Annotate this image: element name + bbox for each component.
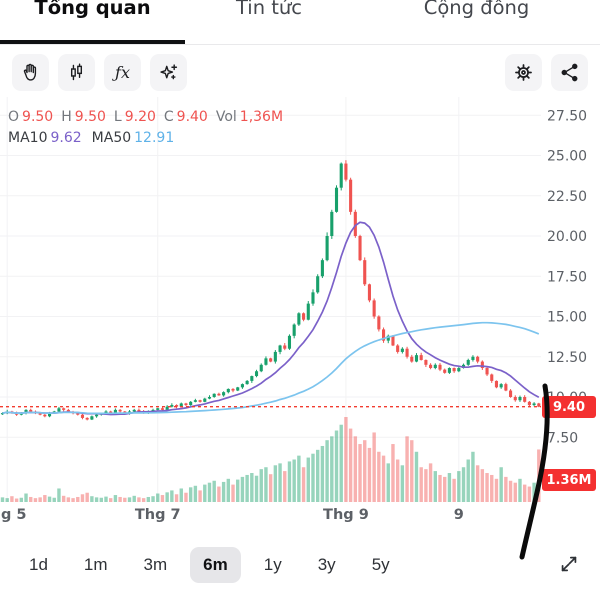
close-value: 9.40 <box>176 109 208 125</box>
close-label: C <box>163 109 174 125</box>
open-value: 9.50 <box>22 109 54 125</box>
high-label: H <box>61 109 72 125</box>
ohlc-line: O 9.50 H 9.50 L 9.20 C 9.40 Vol 1,36M <box>8 107 291 128</box>
svg-text:g 5: g 5 <box>1 507 27 523</box>
range-3m-button[interactable]: 3m <box>131 547 181 583</box>
svg-text:25.00: 25.00 <box>547 149 587 165</box>
tab-community[interactable]: Cộng đồng <box>353 0 600 44</box>
range-selector: 1d 1m 3m 6m 1y 3y 5y <box>0 547 600 583</box>
volume-label: Vol <box>215 109 237 125</box>
ma10-label: MA10 <box>8 130 48 146</box>
tab-news-label: Tin tức <box>235 0 302 19</box>
high-value: 9.50 <box>74 109 106 125</box>
settings-button[interactable] <box>505 53 542 91</box>
candlestick-chart-canvas[interactable]: 27.5025.0022.5020.0017.5015.0012.5010.00… <box>0 97 600 527</box>
svg-text:27.50: 27.50 <box>547 108 587 124</box>
expand-icon <box>558 556 580 578</box>
low-value: 9.20 <box>124 109 156 125</box>
current-price-badge: 9.40 <box>542 396 596 418</box>
sparkle-icon <box>158 62 179 83</box>
chart-toolbar: ƒx <box>0 45 600 97</box>
hand-icon <box>20 62 41 83</box>
range-3y-button[interactable]: 3y <box>305 547 349 583</box>
ohlc-legend: O 9.50 H 9.50 L 9.20 C 9.40 Vol 1,36M MA10 9.62 MA5… <box>8 107 291 149</box>
range-1m-button[interactable]: 1m <box>71 547 121 583</box>
range-1y-button[interactable]: 1y <box>251 547 295 583</box>
candlestick-icon <box>66 62 87 83</box>
tab-overview-label: Tổng quan <box>34 0 151 19</box>
price-chart[interactable]: 27.5025.0022.5020.0017.5015.0012.5010.00… <box>0 97 600 527</box>
indicators-button[interactable]: ƒx <box>104 53 141 91</box>
svg-text:Thg 9: Thg 9 <box>323 507 369 523</box>
svg-text:15.00: 15.00 <box>547 310 587 326</box>
ma50-label: MA50 <box>91 130 132 146</box>
top-tab-bar: Tổng quan Tin tức Cộng đồng <box>0 0 600 45</box>
magic-tools-button[interactable] <box>150 53 187 91</box>
svg-text:7.50: 7.50 <box>547 430 578 446</box>
range-5y-button[interactable]: 5y <box>359 547 403 583</box>
tab-community-label: Cộng đồng <box>423 0 530 19</box>
svg-text:20.00: 20.00 <box>547 229 587 245</box>
ma10-value: 9.62 <box>50 130 82 146</box>
open-label: O <box>8 109 20 125</box>
svg-text:9: 9 <box>454 507 464 523</box>
share-button[interactable] <box>551 53 588 91</box>
fullscreen-button[interactable] <box>554 549 584 582</box>
range-1d-button[interactable]: 1d <box>16 547 61 583</box>
ma-line: MA10 9.62 MA50 12.91 <box>8 128 291 149</box>
tab-news[interactable]: Tin tức <box>185 0 353 44</box>
svg-text:22.50: 22.50 <box>547 189 587 205</box>
ma50-value: 12.91 <box>134 130 175 146</box>
low-label: L <box>113 109 122 125</box>
svg-text:12.50: 12.50 <box>547 350 587 366</box>
tab-overview[interactable]: Tổng quan <box>0 0 185 44</box>
volume-value: 1,36M <box>239 109 284 125</box>
range-6m-button[interactable]: 6m <box>190 547 241 583</box>
share-icon <box>559 62 580 83</box>
pan-hand-button[interactable] <box>12 53 49 91</box>
svg-text:Thg 7: Thg 7 <box>135 507 181 523</box>
current-volume-badge: 1.36M <box>542 469 596 491</box>
svg-text:17.50: 17.50 <box>547 269 587 285</box>
chart-type-button[interactable] <box>58 53 95 91</box>
gear-icon <box>513 62 534 83</box>
function-icon: ƒx <box>115 62 130 82</box>
